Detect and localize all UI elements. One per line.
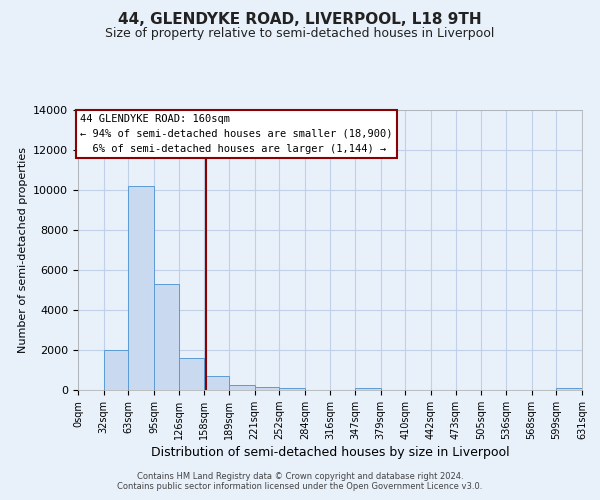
Bar	[229, 385, 254, 390]
Text: Contains public sector information licensed under the Open Government Licence v3: Contains public sector information licen…	[118, 482, 482, 491]
Bar	[556, 388, 582, 390]
Bar	[279, 388, 305, 390]
X-axis label: Distribution of semi-detached houses by size in Liverpool: Distribution of semi-detached houses by …	[151, 446, 509, 459]
Bar	[154, 284, 179, 390]
Y-axis label: Number of semi-detached properties: Number of semi-detached properties	[17, 147, 28, 353]
Text: Contains HM Land Registry data © Crown copyright and database right 2024.: Contains HM Land Registry data © Crown c…	[137, 472, 463, 481]
Bar	[128, 186, 154, 390]
Bar	[104, 350, 128, 390]
Text: 44 GLENDYKE ROAD: 160sqm
← 94% of semi-detached houses are smaller (18,900)
  6%: 44 GLENDYKE ROAD: 160sqm ← 94% of semi-d…	[80, 114, 393, 154]
Bar	[179, 358, 204, 390]
Bar	[204, 376, 229, 390]
Bar	[355, 388, 381, 390]
Text: 44, GLENDYKE ROAD, LIVERPOOL, L18 9TH: 44, GLENDYKE ROAD, LIVERPOOL, L18 9TH	[118, 12, 482, 28]
Text: Size of property relative to semi-detached houses in Liverpool: Size of property relative to semi-detach…	[106, 28, 494, 40]
Bar	[254, 388, 279, 390]
